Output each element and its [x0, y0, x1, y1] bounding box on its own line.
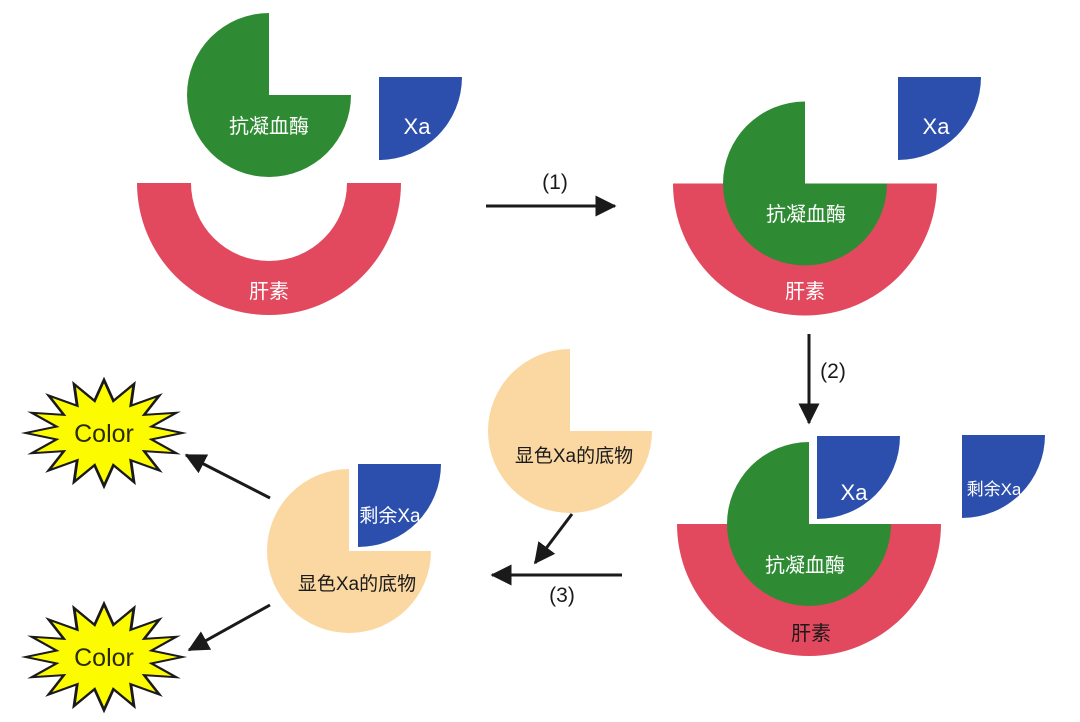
- svg-text:抗凝血酶: 抗凝血酶: [765, 554, 845, 577]
- svg-text:抗凝血酶: 抗凝血酶: [229, 115, 309, 138]
- svg-text:抗凝血酶: 抗凝血酶: [766, 203, 846, 226]
- svg-text:肝素: 肝素: [249, 280, 289, 303]
- svg-text:Color: Color: [74, 644, 134, 672]
- svg-text:肝素: 肝素: [785, 280, 825, 303]
- svg-text:Xa: Xa: [841, 480, 869, 505]
- svg-text:(2): (2): [820, 360, 846, 383]
- svg-text:Xa: Xa: [404, 114, 432, 139]
- svg-text:剩余Xa: 剩余Xa: [967, 480, 1022, 499]
- svg-text:Color: Color: [74, 420, 134, 448]
- svg-text:显色Xa的底物: 显色Xa的底物: [515, 445, 633, 467]
- svg-text:(1): (1): [542, 171, 568, 194]
- svg-text:(3): (3): [549, 584, 575, 607]
- svg-text:显色Xa的底物: 显色Xa的底物: [298, 573, 416, 595]
- svg-text:肝素: 肝素: [791, 622, 831, 645]
- svg-text:Xa: Xa: [923, 114, 951, 139]
- svg-text:剩余Xa: 剩余Xa: [359, 505, 421, 527]
